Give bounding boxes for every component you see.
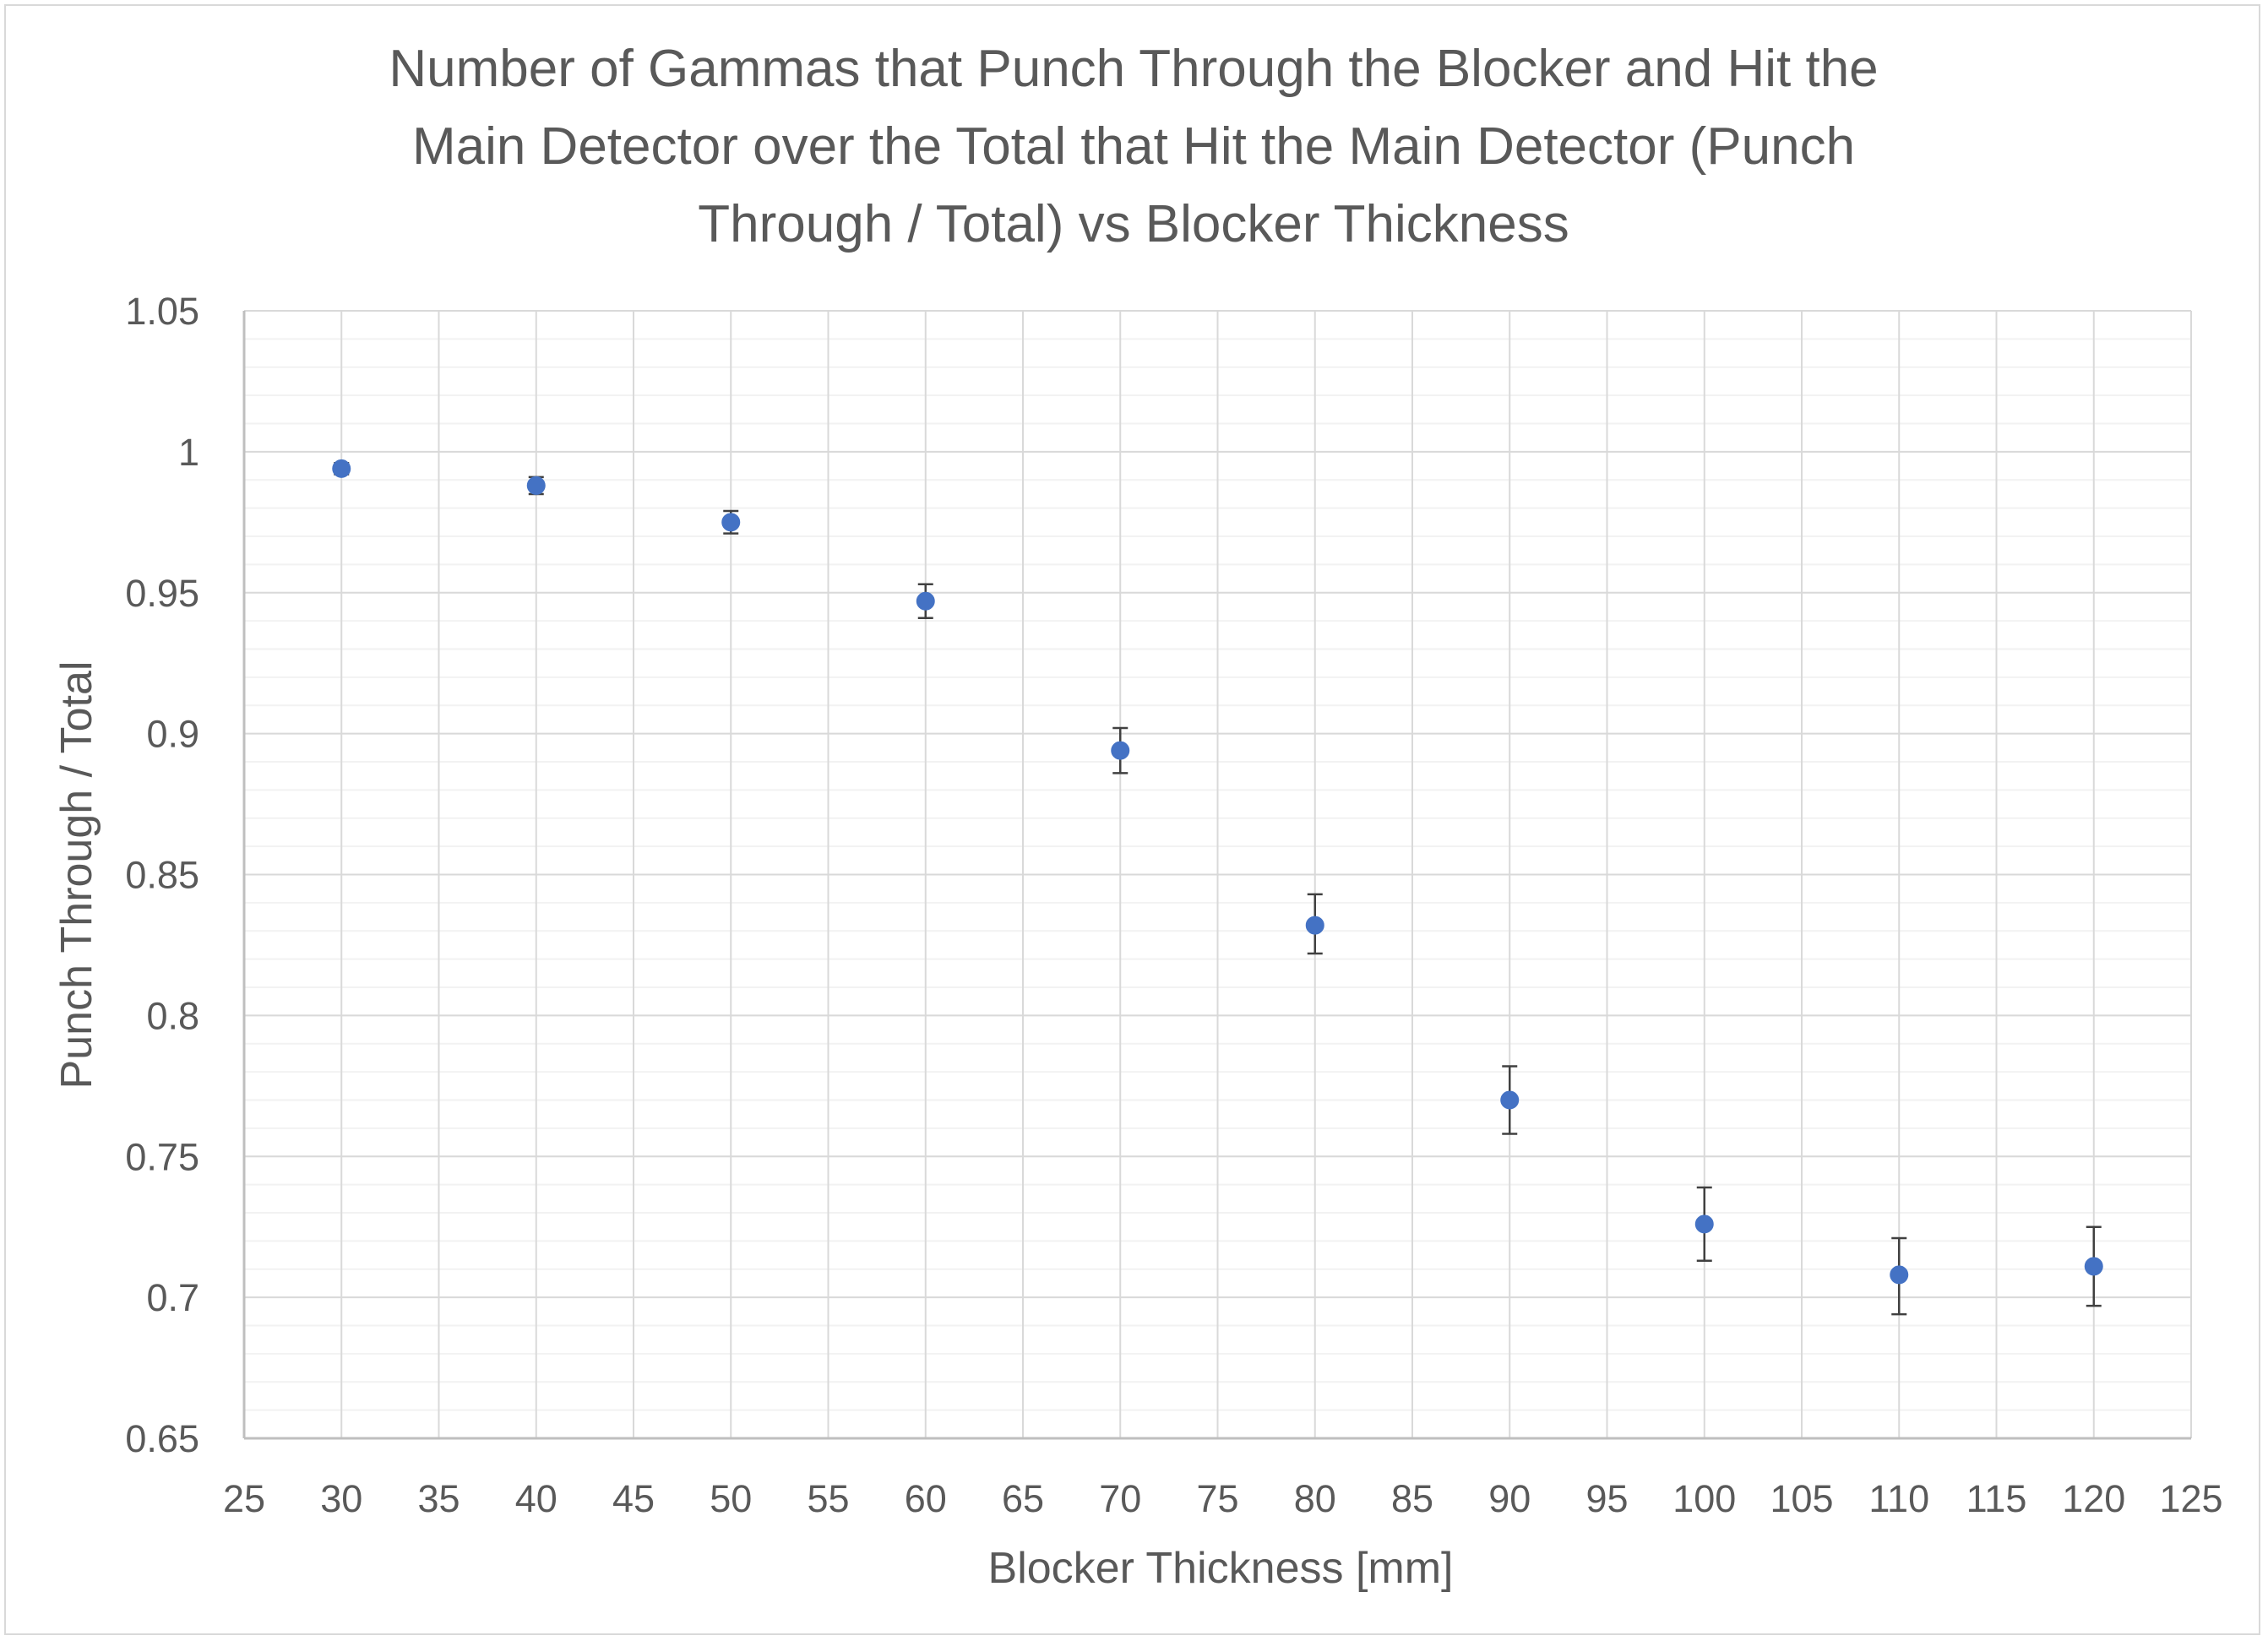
y-tick-label: 0.95 — [125, 572, 199, 615]
y-tick-label: 0.65 — [125, 1417, 199, 1460]
chart-title-line-1: Number of Gammas that Punch Through the … — [389, 40, 1878, 98]
x-tick-label: 125 — [2159, 1477, 2222, 1520]
data-point — [1111, 741, 1130, 760]
y-tick-label: 1.05 — [125, 290, 199, 333]
x-tick-label: 65 — [1002, 1477, 1044, 1520]
x-tick-label: 45 — [612, 1477, 655, 1520]
x-tick-label: 70 — [1099, 1477, 1141, 1520]
x-tick-label: 115 — [1966, 1477, 2027, 1520]
y-tick-label: 0.75 — [125, 1135, 199, 1178]
x-tick-label: 75 — [1196, 1477, 1238, 1520]
x-tick-label: 50 — [710, 1477, 752, 1520]
x-tick-label: 30 — [320, 1477, 362, 1520]
x-tick-label: 25 — [223, 1477, 265, 1520]
x-tick-label: 55 — [807, 1477, 849, 1520]
data-point — [332, 459, 351, 478]
axes — [242, 311, 2191, 1440]
x-tick-label: 60 — [905, 1477, 947, 1520]
chart-title-line-3: Through / Total) vs Blocker Thickness — [698, 195, 1569, 253]
x-tick-label: 100 — [1672, 1477, 1736, 1520]
data-point — [1500, 1090, 1520, 1110]
chart-frame — [4, 4, 2260, 1635]
data-point — [1890, 1265, 1909, 1285]
x-tick-label: 85 — [1391, 1477, 1433, 1520]
data-points — [332, 459, 2103, 1285]
x-tick-label: 35 — [417, 1477, 460, 1520]
y-tick-label: 0.9 — [146, 713, 199, 756]
data-point — [1694, 1214, 1714, 1234]
y-tick-label: 0.7 — [146, 1276, 199, 1319]
data-point — [1305, 916, 1324, 935]
x-tick-labels: 25 30 35 40 45 50 55 60 65 70 75 80 85 90 95 100 105 110 1… — [223, 1477, 2223, 1520]
y-tick-labels: 0.65 0.7 0.75 0.8 0.85 0.9 0.95 1 1.05 — [125, 290, 199, 1460]
chart-title-line-2: Main Detector over the Total that Hit th… — [412, 117, 1855, 176]
x-tick-label: 80 — [1294, 1477, 1336, 1520]
data-point — [721, 513, 741, 532]
y-tick-label: 0.85 — [125, 854, 199, 897]
data-point — [916, 591, 935, 611]
x-axis-title: Blocker Thickness [mm] — [988, 1544, 1454, 1593]
x-tick-label: 90 — [1488, 1477, 1531, 1520]
x-tick-label: 120 — [2062, 1477, 2125, 1520]
chart-title: Number of Gammas that Punch Through the … — [389, 40, 1878, 253]
x-tick-label: 95 — [1585, 1477, 1628, 1520]
y-axis-title: Punch Through / Total — [52, 661, 101, 1089]
x-tick-label: 105 — [1770, 1477, 1833, 1520]
data-point — [526, 475, 546, 495]
data-point — [2084, 1257, 2103, 1276]
y-tick-label: 0.8 — [146, 994, 199, 1037]
x-tick-label: 110 — [1868, 1477, 1929, 1520]
x-tick-label: 40 — [515, 1477, 557, 1520]
y-tick-label: 1 — [178, 431, 199, 474]
